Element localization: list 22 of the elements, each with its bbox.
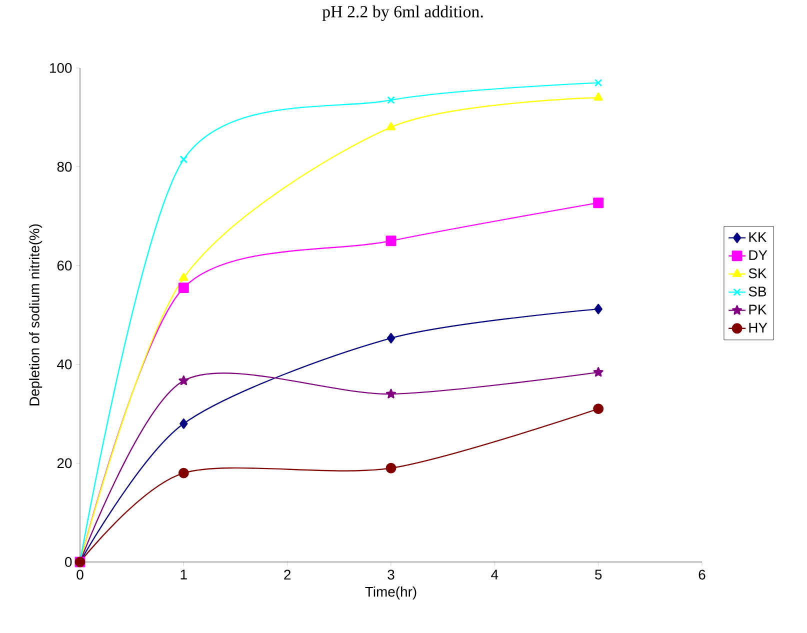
legend-label: DY — [749, 250, 768, 260]
legend-label: SK — [748, 268, 767, 278]
x-tick-label: 6 — [698, 570, 706, 580]
legend-label: KK — [749, 232, 767, 242]
x-tick-label: 3 — [388, 570, 394, 580]
y-tick-label: 80 — [57, 162, 72, 172]
x-tick-label: 1 — [180, 570, 187, 580]
x-axis-title: Time(hr) — [365, 586, 416, 600]
y-tick-label: 100 — [50, 63, 72, 73]
y-tick-label: 60 — [57, 260, 72, 271]
legend-label: SB — [748, 286, 766, 296]
y-tick-label: 0 — [65, 557, 72, 567]
x-tick-label: 2 — [284, 570, 291, 580]
legend-label: HY — [749, 322, 768, 332]
legend-label: PK — [749, 304, 767, 314]
x-tick-label: 4 — [491, 570, 498, 580]
y-tick-label: 20 — [57, 458, 72, 468]
x-tick-label: 0 — [76, 570, 84, 580]
y-tick-label: 40 — [57, 359, 72, 370]
chart-title: pH 2.2 by 6ml addition. — [322, 6, 483, 21]
y-axis-title: Depletion of sodium nitrite(%) — [29, 224, 42, 406]
x-tick-label: 5 — [595, 570, 602, 580]
